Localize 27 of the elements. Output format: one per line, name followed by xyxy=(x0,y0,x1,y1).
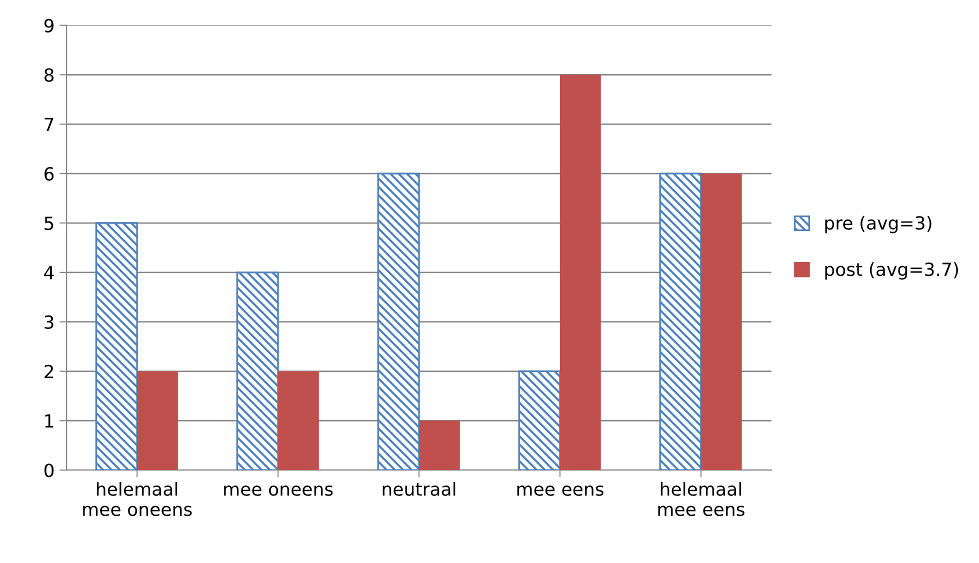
y-tick-label: 2 xyxy=(44,364,53,378)
legend-label: post (avg=3.7) xyxy=(825,262,958,280)
bar xyxy=(95,222,138,470)
bar xyxy=(278,371,319,470)
bar xyxy=(518,370,561,470)
x-tick-label: mee eens xyxy=(517,486,604,496)
bar xyxy=(137,371,178,470)
legend-label: pre (avg=3) xyxy=(825,216,932,234)
x-tick-label: mee oneens xyxy=(224,486,333,496)
y-tick-label: 4 xyxy=(44,266,54,280)
bar xyxy=(659,172,702,470)
y-tick-label: 5 xyxy=(44,216,54,230)
y-tick-label: 6 xyxy=(44,167,54,181)
bar xyxy=(236,272,279,470)
x-tick-label: helemaal mee oneens xyxy=(83,482,192,516)
bar xyxy=(560,74,601,470)
y-tick-label: 0 xyxy=(44,464,54,478)
y-tick-label: 9 xyxy=(44,18,54,32)
x-tick-label: helemaal mee eens xyxy=(658,482,744,516)
x-tick-label: neutraal xyxy=(382,482,456,496)
y-tick-label: 7 xyxy=(44,118,54,132)
bar xyxy=(700,174,742,470)
bar xyxy=(419,420,460,470)
bar xyxy=(377,172,420,470)
y-tick-label: 3 xyxy=(44,315,54,329)
y-tick-label: 1 xyxy=(45,414,54,428)
y-tick-label: 8 xyxy=(44,68,54,82)
